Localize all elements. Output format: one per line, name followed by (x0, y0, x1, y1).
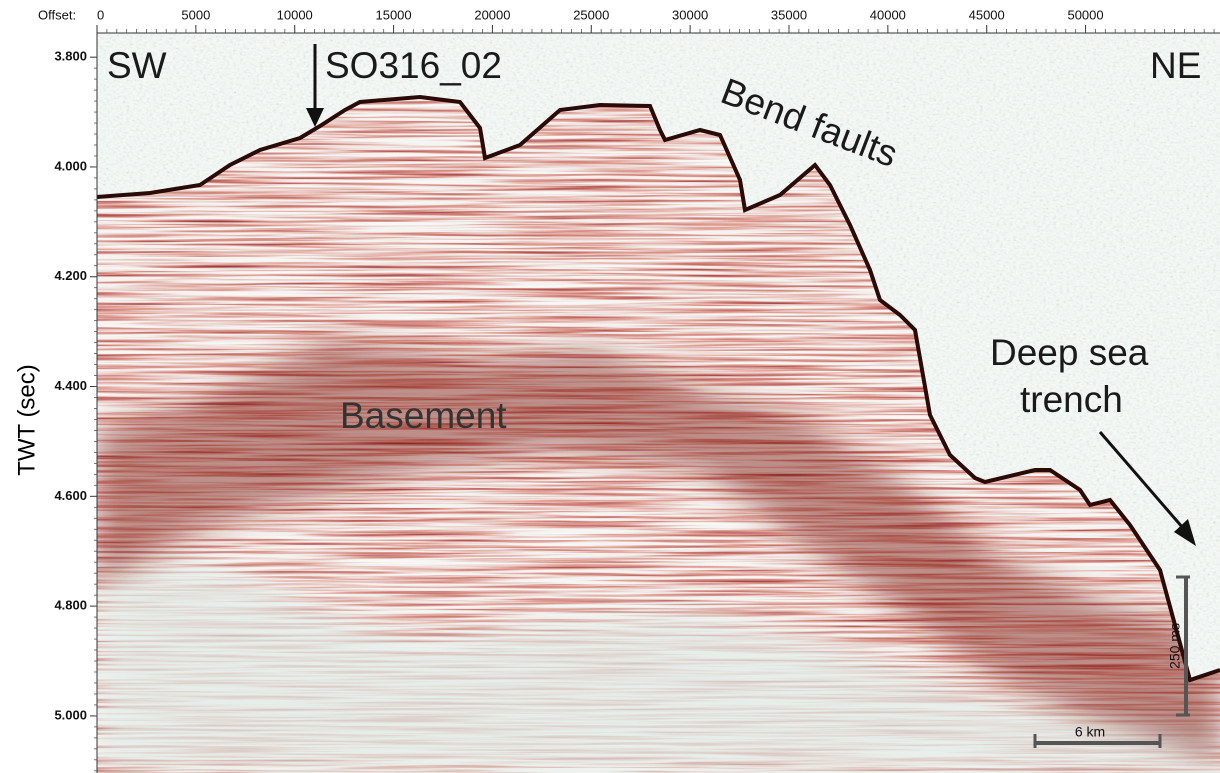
x-tick-label: 40000 (870, 7, 906, 22)
sw-label: SW (107, 45, 167, 86)
x-tick-label: 20000 (474, 7, 510, 22)
y-tick-label: 4.200 (54, 268, 87, 283)
horizontal-scale-label: 6 km (1075, 724, 1105, 740)
y-tick-label: 3.800 (54, 49, 87, 64)
x-tick-label: 10000 (277, 7, 313, 22)
y-tick-label: 4.000 (54, 158, 87, 173)
ne-label: NE (1150, 45, 1201, 86)
y-tick-label: 4.400 (54, 378, 87, 393)
y-tick-label: 5.000 (54, 707, 87, 722)
trench-label-1: Deep sea (990, 332, 1149, 373)
y-axis-label: TWT (sec) (13, 364, 40, 476)
x-axis-label: Offset: (38, 7, 76, 22)
x-tick-label: 15000 (375, 7, 411, 22)
trench-label-2: trench (1020, 379, 1123, 420)
y-tick-label: 4.800 (54, 598, 87, 613)
x-tick-label: 30000 (672, 7, 708, 22)
x-tick-label: 25000 (573, 7, 609, 22)
x-tick-label: 5000 (181, 7, 210, 22)
x-tick-label: 50000 (1067, 7, 1103, 22)
seismic-figure: 0 5000 10000 15000 20000 25000 30000 35000 40000… (0, 0, 1220, 773)
y-tick-label: 4.600 (54, 488, 87, 503)
x-tick-label: 35000 (771, 7, 807, 22)
line-label: SO316_02 (325, 45, 502, 86)
basement-label: Basement (340, 395, 507, 436)
x-tick-label: 45000 (969, 7, 1005, 22)
x-tick-label: 0 (97, 7, 104, 22)
vertical-scale-label: 250 ms (1167, 623, 1183, 669)
